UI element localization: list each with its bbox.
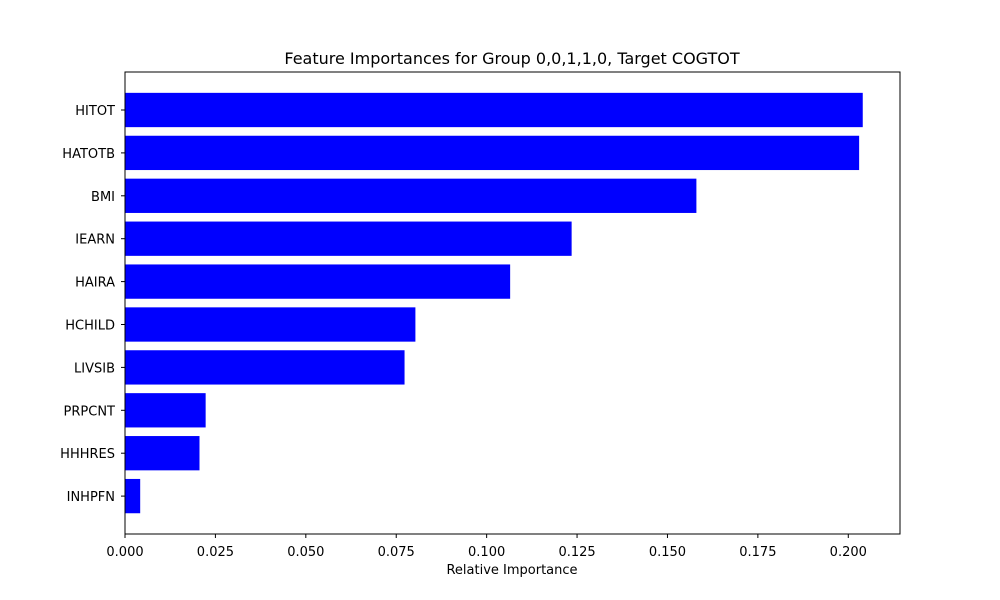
x-tick-label: 0.175: [739, 545, 776, 560]
x-tick-label: 0.050: [287, 545, 324, 560]
y-tick-label: HAIRA: [75, 276, 115, 291]
y-tick-label: IEARN: [75, 233, 115, 248]
x-axis-ticks: 0.000 0.025 0.050 0.075 0.100 0.125 0.150 0.175…: [106, 534, 867, 560]
plot-frame: [124, 71, 901, 535]
x-tick-label: 0.075: [378, 545, 415, 560]
bar-hatotb: [125, 135, 860, 171]
bar-hchild: [125, 307, 416, 342]
y-tick-label: HITOT: [75, 104, 115, 119]
x-tick-label: 0.150: [649, 545, 686, 560]
x-tick-label: 0.025: [197, 545, 234, 560]
x-tick-label: 0.100: [468, 545, 505, 560]
y-tick-label: PRPCNT: [64, 404, 116, 419]
y-tick-label: BMI: [91, 190, 115, 205]
y-tick-label: HCHILD: [65, 319, 115, 334]
y-tick-label: HATOTB: [62, 147, 115, 162]
bar-iearn: [125, 221, 572, 256]
bar-inhpfn: [125, 478, 141, 514]
y-tick-label: LIVSIB: [74, 361, 115, 376]
bar-bmi: [125, 178, 697, 213]
x-tick-label: 0.000: [106, 545, 143, 560]
x-tick-label: 0.125: [558, 545, 595, 560]
bar-hitot: [125, 92, 863, 128]
y-tick-label: INHPFN: [67, 490, 115, 505]
bar-haira: [125, 264, 511, 299]
y-axis-ticks: HITOT HATOTB BMI IEARN HAIRA HCHILD LIVSIB PRPC…: [60, 104, 125, 505]
x-axis-label: Relative Importance: [446, 563, 577, 578]
bars-group: [125, 92, 863, 514]
x-tick-label: 0.200: [830, 545, 867, 560]
y-tick-label: HHHRES: [60, 447, 115, 462]
chart-title: Feature Importances for Group 0,0,1,1,0,…: [284, 49, 740, 68]
bar-livsib: [125, 350, 405, 385]
bar-hhhres: [125, 436, 200, 471]
bar-prpcnt: [125, 393, 206, 428]
